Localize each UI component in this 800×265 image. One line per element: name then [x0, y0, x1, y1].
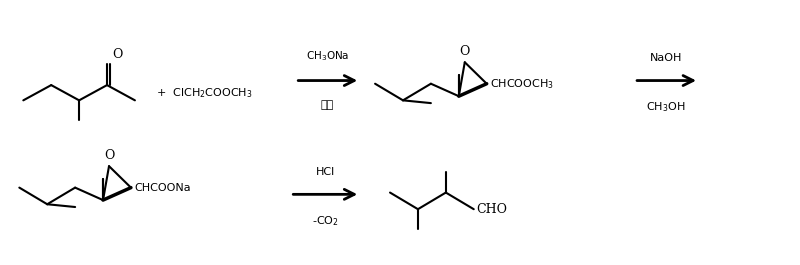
- Text: CHCOONa: CHCOONa: [134, 183, 190, 193]
- Text: CHCOOCH$_3$: CHCOOCH$_3$: [490, 77, 554, 91]
- Text: +  ClCH$_2$COOCH$_3$: + ClCH$_2$COOCH$_3$: [156, 86, 252, 100]
- Text: CH$_3$OH: CH$_3$OH: [646, 100, 686, 114]
- Text: NaOH: NaOH: [650, 53, 682, 63]
- Text: O: O: [459, 45, 470, 58]
- Text: HCl: HCl: [316, 166, 335, 176]
- Text: -CO$_2$: -CO$_2$: [312, 214, 338, 228]
- Text: CH$_3$ONa: CH$_3$ONa: [306, 49, 349, 63]
- Text: O: O: [104, 149, 114, 162]
- Text: CHO: CHO: [477, 203, 508, 216]
- Text: O: O: [112, 48, 122, 61]
- Text: 甲苯: 甲苯: [321, 100, 334, 110]
